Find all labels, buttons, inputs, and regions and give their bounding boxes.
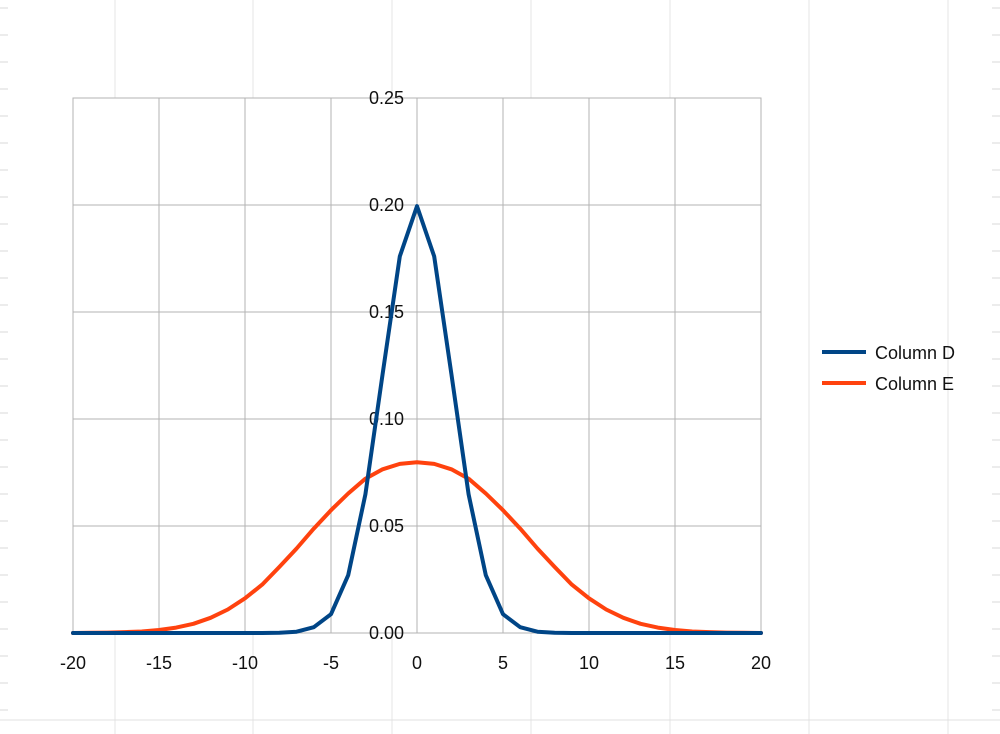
series-line-column-e	[71, 460, 763, 635]
legend-label: Column E	[875, 374, 954, 394]
x-tick-label: 0	[412, 653, 422, 673]
x-tick-label: 20	[751, 653, 771, 673]
y-tick-label: 0.05	[369, 516, 404, 536]
x-tick-label: -10	[232, 653, 258, 673]
y-tick-label: 0.25	[369, 88, 404, 108]
x-tick-label: -15	[146, 653, 172, 673]
x-tick-label: -5	[323, 653, 339, 673]
x-tick-label: 15	[665, 653, 685, 673]
series-line-column-d	[71, 204, 763, 635]
x-tick-label: 10	[579, 653, 599, 673]
y-tick-label: 0.15	[369, 302, 404, 322]
y-axis-ticks: 0.000.050.100.150.200.25	[369, 88, 404, 643]
x-axis-ticks: -20 -15 -10 -5 0 5 10 15 20	[60, 653, 771, 673]
legend-label: Column D	[875, 343, 955, 363]
legend: Column D Column E	[822, 343, 955, 394]
gridlines	[72, 97, 762, 634]
y-tick-label: 0.20	[369, 195, 404, 215]
y-tick-label: 0.00	[369, 623, 404, 643]
x-tick-label: -20	[60, 653, 86, 673]
series-lines	[71, 204, 763, 635]
x-tick-label: 5	[498, 653, 508, 673]
